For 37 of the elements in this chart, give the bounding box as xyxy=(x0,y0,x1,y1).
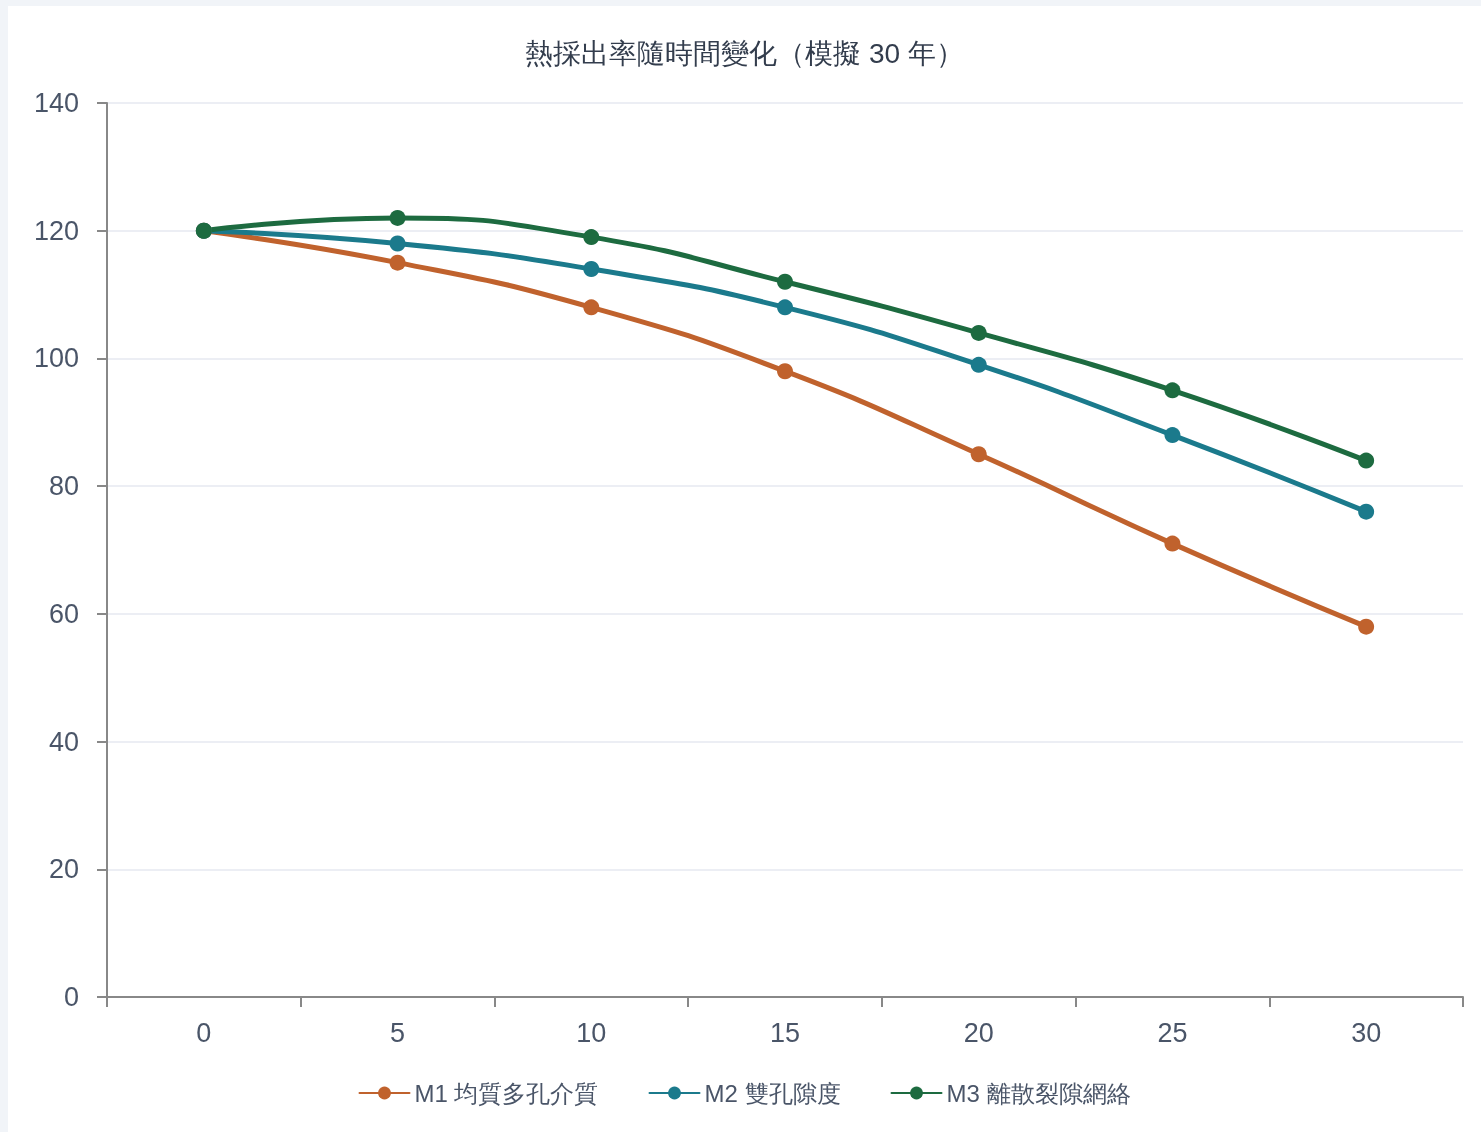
x-tick-label: 10 xyxy=(576,1017,607,1048)
chart-title: 熱採出率隨時間變化（模擬 30 年） xyxy=(525,37,964,69)
y-tick-label: 140 xyxy=(33,88,79,118)
point xyxy=(389,235,406,252)
point xyxy=(777,363,793,380)
point xyxy=(1358,503,1375,520)
legend-label: M1 均質多孔介質 xyxy=(414,1079,599,1107)
point xyxy=(389,209,406,226)
point xyxy=(1358,618,1375,635)
x-tick-label: 30 xyxy=(1351,1017,1382,1048)
point xyxy=(583,299,600,316)
point xyxy=(970,446,987,463)
point xyxy=(1358,452,1375,469)
y-tick-label: 100 xyxy=(33,343,79,374)
y-tick-label: 0 xyxy=(63,982,79,1012)
point xyxy=(1164,427,1181,444)
y-tick-label: 120 xyxy=(33,215,79,246)
y-tick-label: 40 xyxy=(48,726,79,757)
point xyxy=(970,356,987,373)
point xyxy=(777,299,793,316)
legend-label: M3 離散裂隙網絡 xyxy=(946,1079,1131,1107)
x-tick-label: 25 xyxy=(1157,1017,1188,1048)
x-tick-label: 15 xyxy=(769,1017,801,1048)
y-tick-label: 20 xyxy=(48,854,79,885)
point xyxy=(970,324,987,341)
point xyxy=(583,229,600,246)
point xyxy=(1164,535,1181,552)
y-tick-label: 60 xyxy=(48,598,79,629)
x-tick-label: 5 xyxy=(390,1017,406,1048)
y-tick-label: 80 xyxy=(48,471,79,502)
point xyxy=(583,261,600,278)
x-tick-label: 0 xyxy=(196,1017,212,1048)
point xyxy=(777,273,793,290)
point xyxy=(1164,382,1181,399)
point xyxy=(389,254,406,271)
x-tick-label: 20 xyxy=(963,1017,994,1048)
legend-label: M2 雙孔隙度 xyxy=(704,1079,841,1107)
